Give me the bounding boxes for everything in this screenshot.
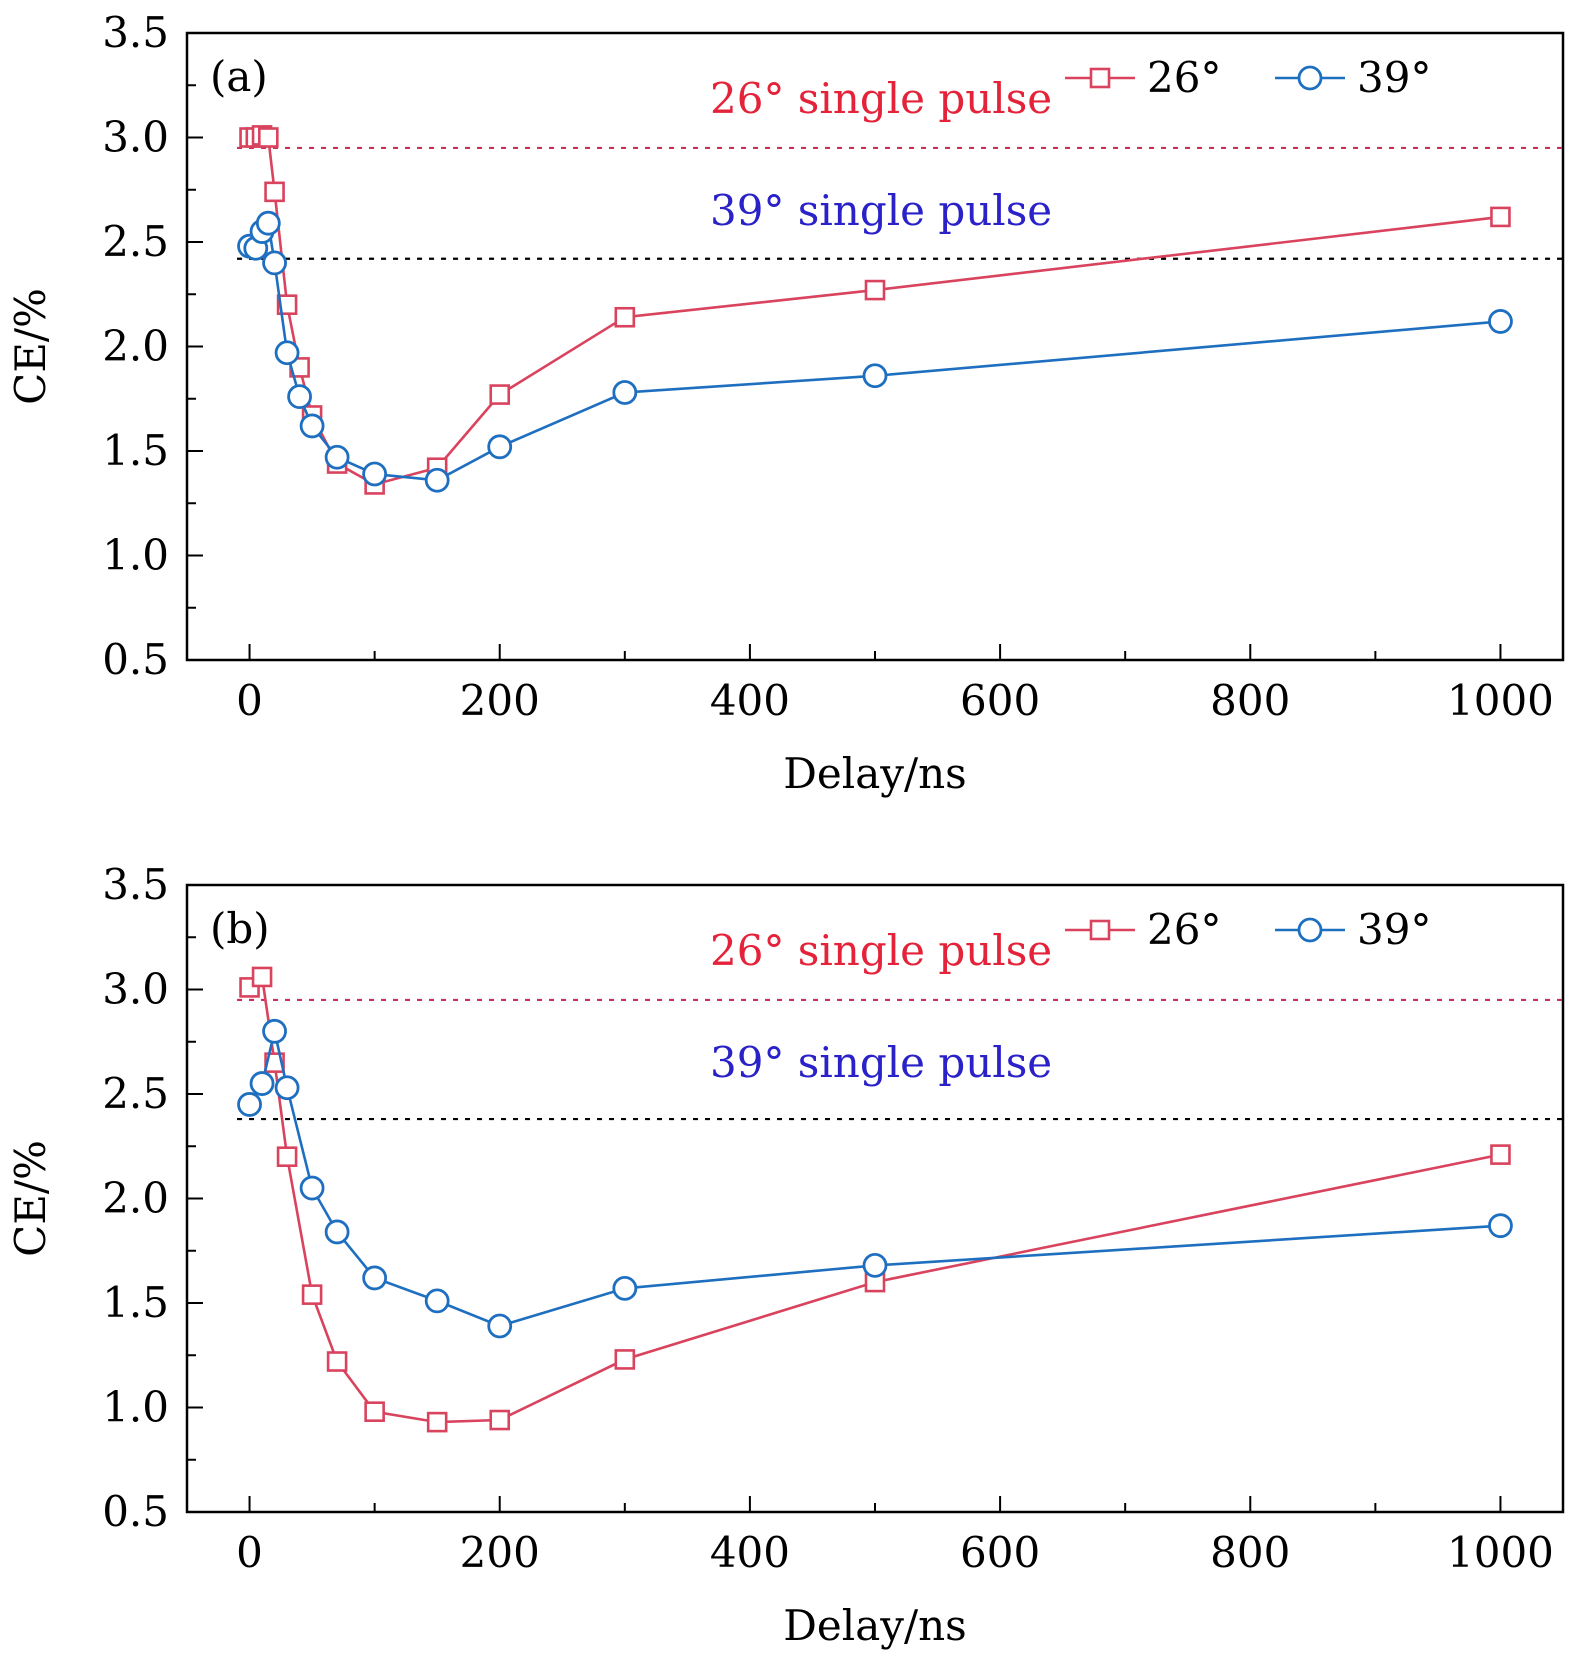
data-point-circle (862, 363, 888, 389)
data-point-square (489, 1409, 511, 1431)
data-point-square (264, 181, 285, 203)
x-tick-label: 0 (236, 676, 263, 725)
data-point-square (276, 1146, 298, 1167)
y-tick-label: 3.5 (102, 8, 169, 57)
y-tick-label: 3.0 (102, 965, 169, 1014)
x-tick-label: 1000 (1447, 676, 1554, 725)
y-tick-label: 1.5 (102, 1278, 169, 1327)
data-point-circle (299, 1175, 325, 1201)
data-point-square (264, 1052, 285, 1073)
y-tick-label: 3.5 (102, 860, 169, 909)
legend-label: 26° (1147, 905, 1221, 954)
data-point-circle (262, 1018, 287, 1044)
data-point-circle (274, 340, 300, 366)
data-point-square (426, 1411, 448, 1433)
x-tick-label: 800 (1210, 676, 1290, 725)
y-axis-title: CE/% (6, 1140, 55, 1257)
y-tick-label: 3.0 (102, 113, 169, 162)
data-point-circle (362, 1265, 388, 1291)
plot-frame (185, 31, 1565, 662)
data-point-square (1490, 206, 1511, 228)
data-point-square (614, 306, 636, 328)
data-point-circle (612, 380, 638, 405)
data-point-square (864, 279, 886, 301)
data-point-square (276, 294, 298, 316)
data-point-circle (424, 467, 450, 493)
legend-label: 39° (1357, 905, 1431, 954)
reference-line-label: 26° single pulse (710, 74, 1052, 123)
y-tick-label: 1.0 (102, 531, 169, 580)
legend-marker-square (1089, 67, 1111, 89)
y-tick-label: 0.5 (102, 1487, 169, 1536)
reference-line-label: 26° single pulse (710, 926, 1052, 975)
x-tick-label: 1000 (1447, 1528, 1554, 1577)
data-point-circle (324, 444, 350, 470)
x-tick-label: 600 (960, 1528, 1040, 1577)
data-point-circle (249, 1071, 275, 1096)
y-tick-label: 0.5 (102, 635, 169, 684)
y-tick-label: 2.0 (102, 322, 169, 371)
data-point-circle (287, 384, 312, 410)
data-point-square (1490, 1144, 1511, 1165)
x-tick-label: 200 (460, 1528, 540, 1577)
data-point-square (489, 384, 511, 405)
plot-frame (185, 883, 1565, 1514)
data-point-square (364, 1401, 385, 1422)
data-point-square (614, 1349, 636, 1370)
x-tick-label: 0 (236, 1528, 263, 1577)
data-point-circle (274, 1075, 300, 1101)
panel-label: (a) (210, 52, 268, 101)
data-point-circle (862, 1252, 888, 1278)
data-point-circle (487, 1313, 513, 1339)
series-line (249, 219, 1501, 482)
data-point-circle (424, 1288, 450, 1314)
legend-marker-circle (1297, 65, 1323, 91)
data-point-square (258, 127, 279, 148)
panel-label: (b) (210, 904, 270, 953)
data-point-circle (237, 1092, 262, 1117)
data-point-circle (255, 210, 281, 236)
data-point-circle (362, 461, 388, 487)
x-axis-title: Delay/ns (783, 1601, 966, 1650)
data-point-circle (299, 413, 325, 439)
x-tick-label: 400 (710, 676, 790, 725)
panel-a: 0.5 1.0 1.5 2.0 2.5 3.0 3.5 0 200 400 600 800 1000 De… (6, 8, 1565, 798)
data-point-circle (487, 434, 513, 460)
y-tick-label: 2.5 (102, 217, 169, 266)
panel-b: 0.5 1.0 1.5 2.0 2.5 3.0 3.5 0 200 400 600 800 1000 De… (6, 860, 1565, 1650)
legend-marker-square (1089, 919, 1111, 941)
x-tick-label: 200 (460, 676, 540, 725)
data-point-circle (324, 1219, 350, 1245)
y-tick-label: 2.5 (102, 1069, 169, 1118)
reference-line-label: 39° single pulse (710, 1038, 1052, 1087)
reference-line-label: 39° single pulse (710, 186, 1052, 235)
data-point-circle (1488, 1213, 1513, 1239)
data-point-square (251, 966, 273, 988)
x-tick-label: 400 (710, 1528, 790, 1577)
x-tick-label: 600 (960, 676, 1040, 725)
y-tick-label: 2.0 (102, 1174, 169, 1223)
x-tick-label: 800 (1210, 1528, 1290, 1577)
y-axis-title: CE/% (6, 288, 55, 405)
data-point-circle (262, 250, 287, 276)
legend-label: 39° (1357, 53, 1431, 102)
legend-label: 26° (1147, 53, 1221, 102)
y-tick-label: 1.5 (102, 426, 169, 475)
data-point-square (301, 1284, 323, 1305)
series-line (248, 974, 1501, 1424)
data-point-square (326, 1351, 348, 1372)
legend-marker-circle (1297, 917, 1323, 943)
x-axis-title: Delay/ns (783, 749, 966, 798)
data-point-circle (612, 1275, 638, 1301)
y-tick-label: 1.0 (102, 1383, 169, 1432)
data-point-circle (1488, 309, 1513, 334)
